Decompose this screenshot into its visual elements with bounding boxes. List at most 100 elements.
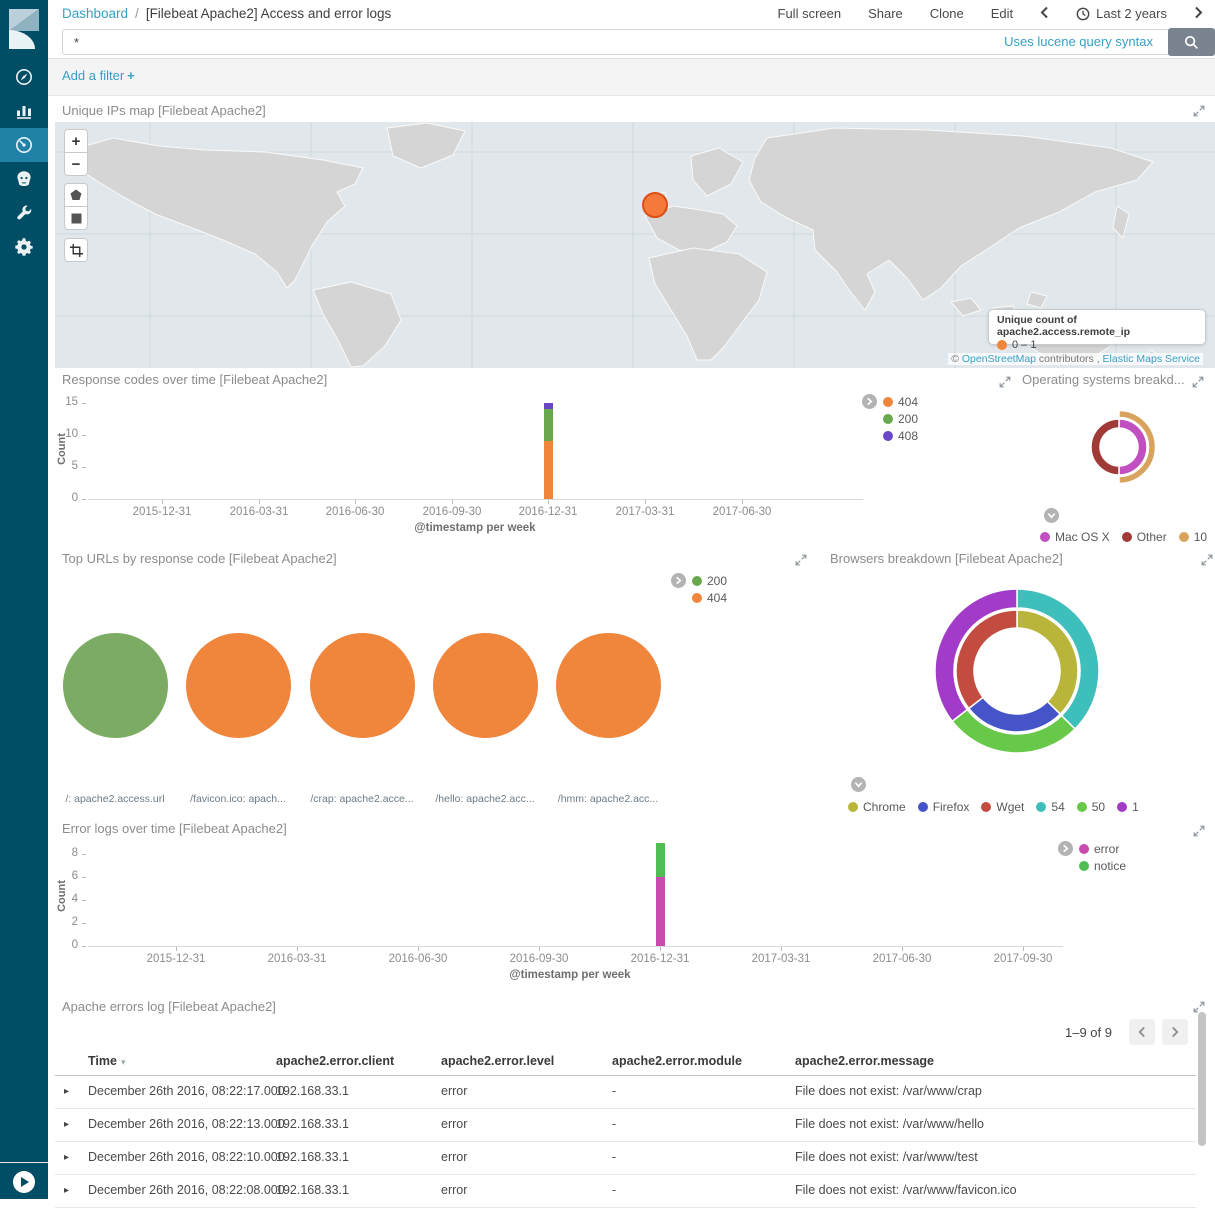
full-screen-button[interactable]: Full screen	[777, 6, 842, 21]
share-button[interactable]: Share	[868, 6, 903, 21]
legend-label: 404	[707, 590, 728, 605]
expand-icon-response-codes[interactable]	[999, 375, 1011, 388]
legend-item-50[interactable]: 50	[1076, 798, 1105, 815]
kibana-logo[interactable]	[9, 9, 39, 49]
expand-row-icon[interactable]: ▸	[64, 1086, 70, 1097]
legend-item-notice[interactable]: notice	[1079, 857, 1126, 874]
column-header-apache2.error.message[interactable]: apache2.error.message	[795, 1054, 934, 1068]
pie-200[interactable]	[62, 632, 168, 738]
time-forward-button[interactable]	[1194, 6, 1203, 22]
legend-toggle-icon[interactable]	[1044, 508, 1059, 523]
sidebar-item-dashboard[interactable]	[0, 128, 48, 162]
legend-item-Chrome[interactable]: Chrome	[848, 798, 906, 815]
x-tick-label: 2016-09-30	[509, 953, 569, 965]
expand-row-icon[interactable]: ▸	[64, 1152, 70, 1163]
expand-icon-error-logs[interactable]	[1193, 824, 1205, 837]
x-tick-label: 2017-06-30	[872, 953, 932, 965]
column-header-Time[interactable]: Time ▾	[88, 1054, 126, 1068]
legend-item-404[interactable]: 404	[883, 393, 918, 410]
bar-segment-200[interactable]	[543, 409, 553, 442]
expand-row-icon[interactable]: ▸	[64, 1119, 70, 1130]
pagination-prev-button[interactable]	[1129, 1019, 1155, 1045]
legend-item-Wget[interactable]: Wget	[981, 798, 1024, 815]
legend-label: Mac OS X	[1055, 529, 1110, 544]
table-row[interactable]: ▸ December 26th 2016, 08:22:08.000 192.168…	[55, 1174, 1196, 1208]
table-cell: File does not exist: /var/www/favicon.ic…	[795, 1183, 1017, 1197]
column-header-apache2.error.level[interactable]: apache2.error.level	[441, 1054, 555, 1068]
bar-segment-notice[interactable]	[655, 842, 665, 877]
sidebar-item-timelion[interactable]	[0, 162, 48, 196]
bar-segment-408[interactable]	[543, 403, 553, 410]
y-tick-label: 4	[71, 893, 78, 905]
elastic-maps-link[interactable]: Elastic Maps Service	[1102, 353, 1200, 365]
add-filter-button[interactable]: Add a filter +	[62, 68, 135, 83]
legend-item-54[interactable]: 54	[1036, 798, 1065, 815]
breadcrumb-dashboard-link[interactable]: Dashboard	[62, 6, 129, 21]
table-cell: -	[612, 1117, 617, 1131]
sidebar-item-dev-tools[interactable]	[0, 196, 48, 230]
legend-item-408[interactable]: 408	[883, 427, 918, 444]
legend-item-10[interactable]: 10	[1178, 528, 1207, 545]
legend-toggle-icon[interactable]	[862, 394, 877, 409]
expand-icon-os[interactable]	[1192, 375, 1204, 388]
panel-title-response-codes: Response codes over time [Filebeat Apach…	[62, 372, 328, 387]
edit-button[interactable]: Edit	[990, 6, 1014, 21]
legend-item-error[interactable]: error	[1079, 840, 1126, 857]
bar-segment-error[interactable]	[655, 877, 665, 946]
map-draw-polygon-button[interactable]	[64, 183, 88, 207]
expand-icon-browsers[interactable]	[1201, 553, 1213, 566]
legend-label: Other	[1136, 529, 1167, 544]
map-zoom-out-button[interactable]: −	[64, 152, 88, 176]
legend-item-200[interactable]: 200	[692, 572, 727, 589]
lucene-syntax-link[interactable]: Uses lucene query syntax	[1004, 34, 1153, 49]
pagination-next-button[interactable]	[1162, 1019, 1188, 1045]
map-draw-rectangle-button[interactable]	[64, 206, 88, 230]
legend-item-200[interactable]: 200	[883, 410, 918, 427]
expand-icon-map[interactable]	[1193, 104, 1205, 117]
play-icon	[21, 1176, 29, 1187]
map-ip-marker[interactable]	[642, 192, 668, 218]
search-button[interactable]	[1168, 28, 1215, 56]
table-scrollbar[interactable]	[1198, 1012, 1206, 1146]
bar-segment-404[interactable]	[543, 441, 553, 499]
pie-404[interactable]	[555, 632, 661, 738]
donut-chart-browsers[interactable]	[932, 586, 1102, 756]
legend-item-Mac OS X[interactable]: Mac OS X	[1040, 528, 1110, 545]
world-map[interactable]	[55, 122, 1215, 368]
expand-icon-top-urls[interactable]	[795, 553, 807, 566]
table-row[interactable]: ▸ December 26th 2016, 08:22:10.000 192.168…	[55, 1141, 1196, 1175]
pie-404[interactable]	[309, 632, 415, 738]
legend-item-404[interactable]: 404	[692, 589, 727, 606]
openstreetmap-link[interactable]: OpenStreetMap	[961, 353, 1037, 365]
pie-404[interactable]	[432, 632, 538, 738]
table-row[interactable]: ▸ December 26th 2016, 08:22:13.000 192.168…	[55, 1108, 1196, 1142]
legend-item-1[interactable]: 1	[1117, 798, 1139, 815]
expand-row-icon[interactable]: ▸	[64, 1185, 70, 1196]
pagination-label: 1–9 of 9	[1065, 1025, 1112, 1040]
legend-toggle-icon[interactable]	[1058, 841, 1073, 856]
clone-button[interactable]: Clone	[929, 6, 964, 21]
map-attribution: © OpenStreetMap contributors , Elastic M…	[948, 353, 1203, 365]
legend-toggle-icon[interactable]	[851, 777, 866, 792]
expand-icon-errors-table[interactable]	[1193, 1000, 1205, 1013]
column-header-apache2.error.module[interactable]: apache2.error.module	[612, 1054, 742, 1068]
time-back-button[interactable]	[1040, 6, 1049, 22]
sidebar-nav	[0, 60, 48, 264]
search-query-input[interactable]	[62, 29, 1176, 55]
column-header-apache2.error.client[interactable]: apache2.error.client	[276, 1054, 395, 1068]
time-picker[interactable]: Last 2 years	[1076, 6, 1167, 21]
sidebar-collapse-button[interactable]	[13, 1170, 35, 1193]
table-row[interactable]: ▸ December 26th 2016, 08:22:17.000 192.168…	[55, 1075, 1196, 1109]
legend-toggle-icon[interactable]	[671, 573, 686, 588]
sidebar-item-visualize[interactable]	[0, 94, 48, 128]
donut-chart-os_breakdown[interactable]	[1079, 407, 1159, 487]
legend-item-Other[interactable]: Other	[1121, 528, 1167, 545]
legend-item-Firefox[interactable]: Firefox	[917, 798, 969, 815]
legend-dot	[1178, 531, 1189, 542]
map-fit-bounds-button[interactable]	[64, 238, 88, 262]
pie-404[interactable]	[185, 632, 291, 738]
panel-title-browsers: Browsers breakdown [Filebeat Apache2]	[830, 551, 1063, 566]
sidebar-item-discover[interactable]	[0, 60, 48, 94]
sidebar-item-management[interactable]	[0, 230, 48, 264]
